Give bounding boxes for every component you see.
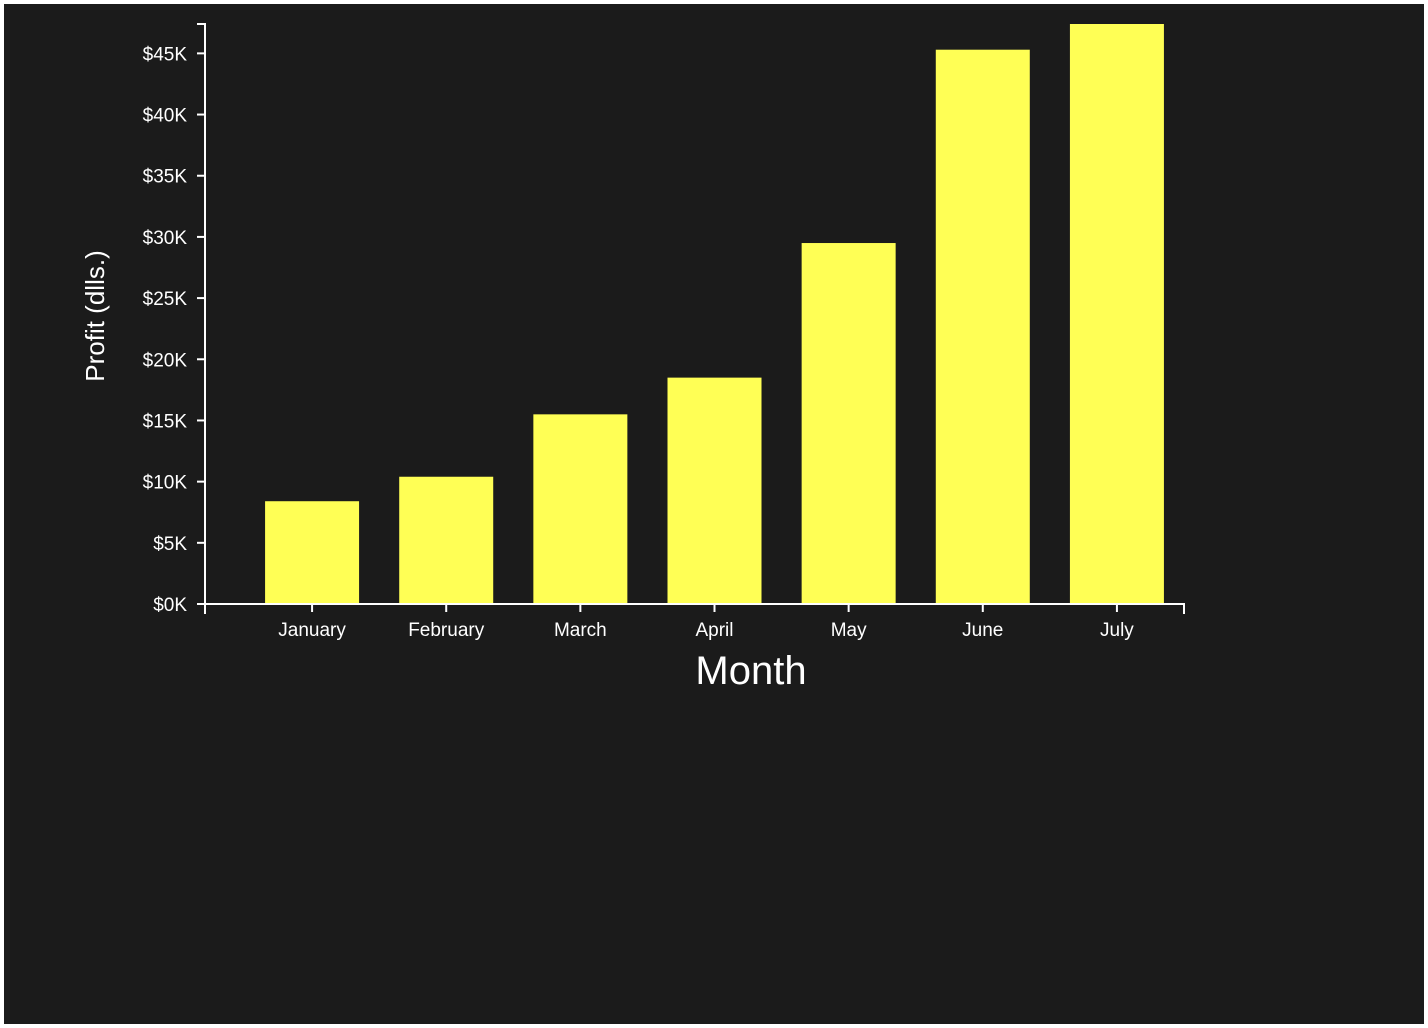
y-tick-label: $20K <box>143 350 188 371</box>
bar-chart: $0K $5K $10K $15K $20K $25K $30K $35K $40K $45K J… <box>80 23 1185 693</box>
bar-april <box>667 377 762 604</box>
bar-march <box>533 414 628 604</box>
x-tick-label: June <box>962 620 1003 641</box>
bar-july <box>1069 24 1164 604</box>
y-tick-label: $15K <box>143 411 188 432</box>
y-tick-label: $35K <box>143 167 188 188</box>
x-tick-label: May <box>831 620 867 641</box>
x-tick-label: July <box>1100 620 1134 641</box>
y-axis-line <box>197 23 206 605</box>
x-tick-label: March <box>554 620 607 641</box>
bar-february <box>399 476 494 604</box>
bar-may <box>801 243 896 604</box>
y-tick-label: $25K <box>143 289 188 310</box>
y-tick-label: $45K <box>143 44 188 65</box>
y-tick-label: $40K <box>143 106 188 127</box>
y-tick-label: $30K <box>143 228 188 249</box>
bar-january <box>265 501 360 604</box>
y-tick-label: $0K <box>153 595 187 616</box>
x-tick-label: February <box>408 620 485 641</box>
bars-group <box>265 24 1164 604</box>
x-tick-label: January <box>278 620 346 641</box>
x-axis: January February March April May June July <box>204 603 1185 641</box>
y-tick-label: $10K <box>143 473 188 494</box>
chart-frame: $0K $5K $10K $15K $20K $25K $30K $35K $40K $45K J… <box>4 4 1424 1024</box>
y-axis: $0K $5K $10K $15K $20K $25K $30K $35K $40K $45K <box>143 23 206 616</box>
x-axis-title: Month <box>695 649 806 693</box>
bar-june <box>935 49 1030 604</box>
x-axis-line <box>204 603 1185 614</box>
y-tick-label: $5K <box>153 534 187 555</box>
x-tick-label: April <box>695 620 733 641</box>
y-axis-title: Profit (dlls.) <box>80 250 110 381</box>
